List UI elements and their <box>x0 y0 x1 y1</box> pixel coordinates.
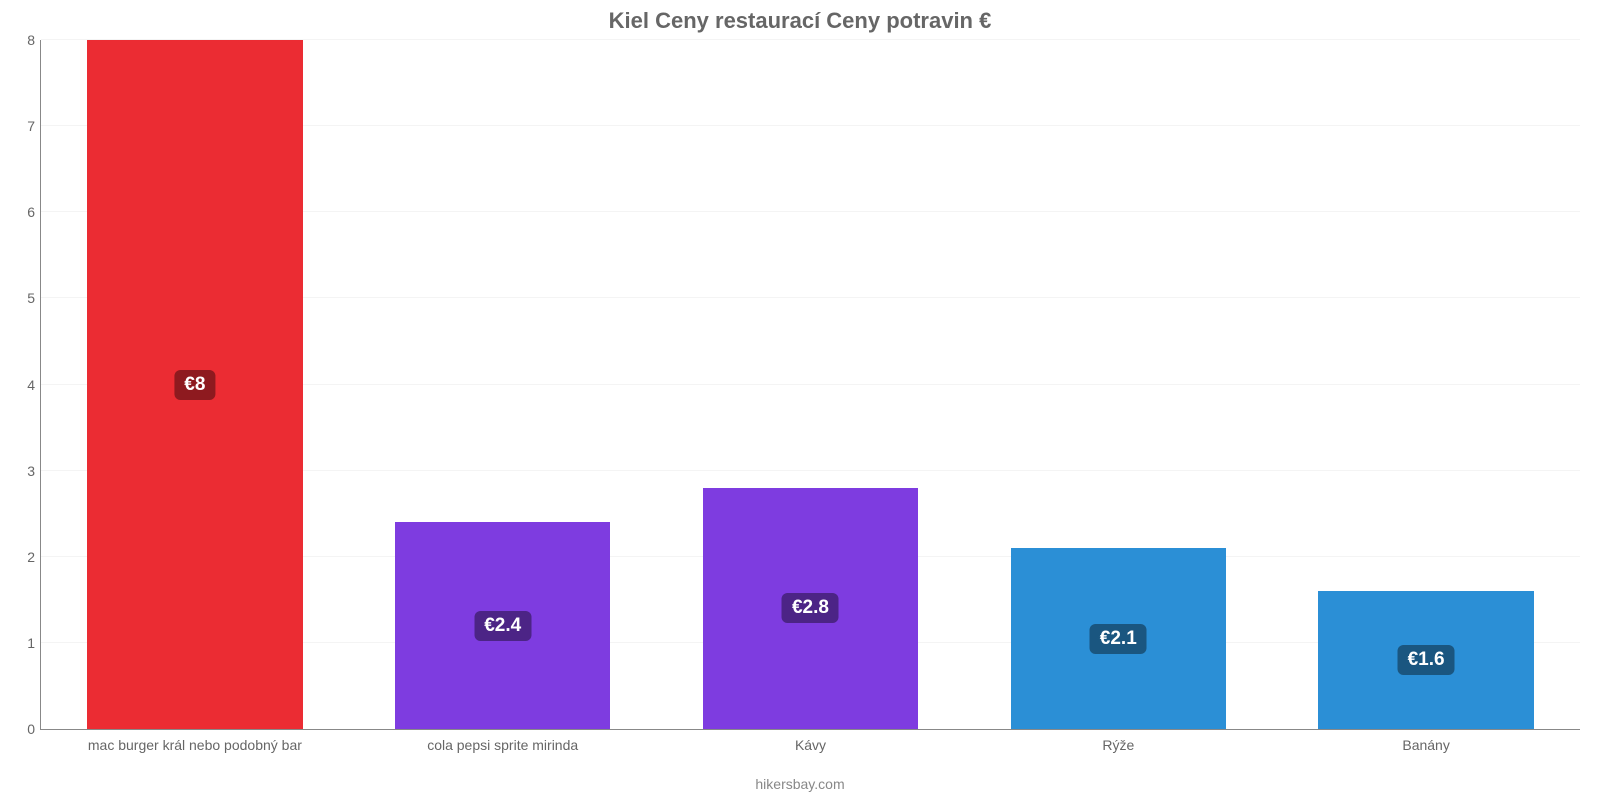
value-badge: €2.8 <box>782 593 839 623</box>
value-badge: €8 <box>174 370 215 400</box>
bar: €2.8 <box>703 488 918 729</box>
value-badge: €2.1 <box>1090 624 1147 654</box>
chart-title: Kiel Ceny restaurací Ceny potravin € <box>0 8 1600 34</box>
y-tick-label: 3 <box>27 463 35 479</box>
bar: €2.4 <box>395 522 610 729</box>
y-tick-label: 2 <box>27 549 35 565</box>
value-badge: €2.4 <box>474 611 531 641</box>
y-tick-label: 7 <box>27 118 35 134</box>
x-tick-label: Kávy <box>795 737 826 753</box>
bar: €8 <box>87 40 302 729</box>
x-tick-label: mac burger král nebo podobný bar <box>88 737 302 753</box>
price-bar-chart: Kiel Ceny restaurací Ceny potravin € 012… <box>0 0 1600 800</box>
bar: €2.1 <box>1011 548 1226 729</box>
x-tick-label: Banány <box>1402 737 1449 753</box>
y-tick-label: 1 <box>27 635 35 651</box>
y-tick-label: 8 <box>27 32 35 48</box>
bar: €1.6 <box>1318 591 1533 729</box>
plot-area: 012345678€8mac burger král nebo podobný … <box>40 40 1580 730</box>
value-badge: €1.6 <box>1398 645 1455 675</box>
y-tick-label: 6 <box>27 204 35 220</box>
x-tick-label: Rýže <box>1102 737 1134 753</box>
y-tick-label: 5 <box>27 290 35 306</box>
y-tick-label: 0 <box>27 721 35 737</box>
y-tick-label: 4 <box>27 377 35 393</box>
chart-footer: hikersbay.com <box>0 776 1600 792</box>
x-tick-label: cola pepsi sprite mirinda <box>427 737 578 753</box>
